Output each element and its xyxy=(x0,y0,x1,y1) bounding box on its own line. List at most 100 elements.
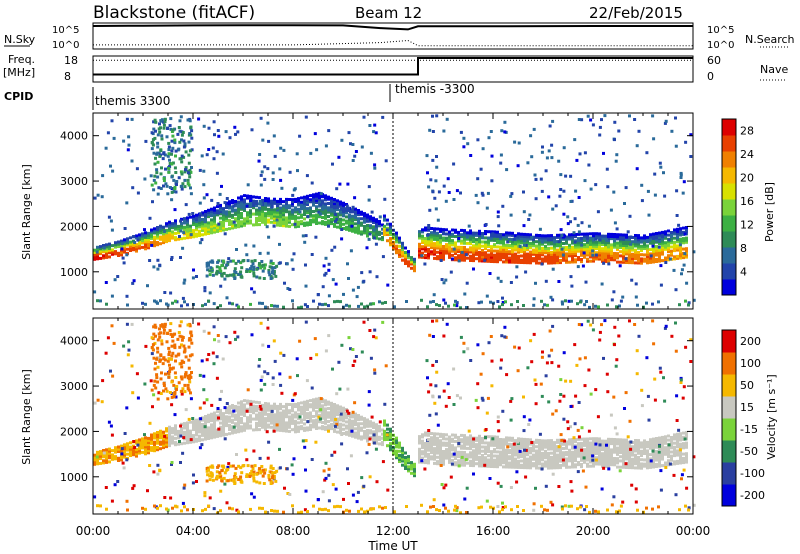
power-cell xyxy=(568,254,571,258)
power-cell xyxy=(565,254,568,258)
velocity-cell xyxy=(571,455,574,458)
power-cell xyxy=(264,201,267,205)
velocity-cell xyxy=(372,426,375,429)
velocity-cell xyxy=(616,440,619,444)
power-cell xyxy=(159,235,162,239)
power-cell xyxy=(460,241,463,245)
velocity-cell xyxy=(619,448,622,452)
power-cell xyxy=(354,150,358,153)
velocity-cell xyxy=(550,445,553,449)
power-cell xyxy=(252,199,255,203)
velocity-cell xyxy=(342,415,345,419)
power-cell xyxy=(186,220,189,224)
velocity-cell xyxy=(369,420,372,424)
velocity-cell xyxy=(186,425,189,429)
power-cell xyxy=(298,210,302,214)
velocity-cell xyxy=(511,463,514,467)
velocity-cell xyxy=(357,432,360,436)
velocity-cell xyxy=(511,453,514,457)
velocity-cell xyxy=(330,406,333,409)
power-cell xyxy=(685,236,688,240)
power-cell xyxy=(670,251,673,255)
velocity-cell xyxy=(463,440,466,444)
power-cell xyxy=(351,229,354,233)
power-cell xyxy=(526,233,529,237)
power-cell xyxy=(547,261,550,265)
velocity-cell xyxy=(294,430,297,434)
velocity-cell xyxy=(538,441,541,445)
power-cell xyxy=(102,244,105,247)
power-cell xyxy=(692,250,696,254)
power-cell xyxy=(427,254,430,258)
velocity-cell xyxy=(156,441,159,445)
power-cell xyxy=(517,258,520,262)
power-cell xyxy=(646,246,649,250)
velocity-cell xyxy=(547,443,550,447)
velocity-cell xyxy=(463,453,466,457)
velocity-cell xyxy=(234,405,237,408)
power-cell xyxy=(664,241,667,245)
power-cell xyxy=(580,260,583,264)
power-cell xyxy=(348,224,351,228)
power-cell xyxy=(186,118,190,122)
power-cell xyxy=(143,228,146,232)
power-cell xyxy=(297,199,300,203)
power-cell xyxy=(234,212,237,216)
power-cell xyxy=(557,240,561,244)
power-cell xyxy=(562,256,565,260)
power-cell xyxy=(294,214,297,218)
power-cell xyxy=(356,285,360,289)
power-cell xyxy=(153,229,156,233)
velocity-cell xyxy=(273,402,276,406)
power-cell xyxy=(125,201,129,205)
velocity-cell xyxy=(433,447,436,451)
power-cell xyxy=(565,260,568,264)
power-cell xyxy=(111,248,114,252)
power-cell xyxy=(110,294,114,298)
power-cell xyxy=(171,226,174,230)
power-cell xyxy=(529,259,532,263)
velocity-cell xyxy=(418,437,421,441)
power-cell xyxy=(112,136,116,140)
power-cell xyxy=(294,210,297,214)
power-cell xyxy=(164,182,168,186)
power-x-ticks xyxy=(92,113,694,309)
power-cell xyxy=(646,252,649,256)
power-cell xyxy=(312,203,315,207)
power-cell xyxy=(624,186,628,190)
velocity-cell xyxy=(183,430,186,434)
velocity-cell xyxy=(228,415,231,419)
velocity-cell xyxy=(508,438,511,442)
velocity-cell xyxy=(213,418,216,422)
power-cell xyxy=(270,212,273,216)
power-cell xyxy=(652,247,655,251)
power-cell xyxy=(136,238,140,242)
power-cell xyxy=(538,251,541,254)
nave-label: Nave xyxy=(760,63,788,76)
power-cell xyxy=(102,248,105,252)
power-cell xyxy=(188,132,192,135)
power-cell xyxy=(273,266,277,270)
power-cell xyxy=(321,216,324,219)
power-cell xyxy=(485,206,489,210)
power-cell xyxy=(395,236,398,239)
power-cell xyxy=(535,250,538,254)
velocity-cell xyxy=(279,426,282,430)
power-cell xyxy=(233,277,237,280)
velocity-cell xyxy=(186,434,189,438)
power-cell xyxy=(566,222,570,226)
velocity-cell xyxy=(589,447,592,451)
power-cell xyxy=(421,255,424,259)
power-cell xyxy=(363,216,366,220)
velocity-cell xyxy=(204,417,207,421)
power-cell xyxy=(225,296,229,300)
power-cell xyxy=(207,227,210,231)
power-cell xyxy=(619,246,622,249)
velocity-cell xyxy=(550,462,553,466)
power-cell xyxy=(264,305,267,309)
power-cell xyxy=(313,132,317,136)
velocity-cell xyxy=(457,444,460,448)
velocity-cell xyxy=(580,463,583,466)
velocity-cell xyxy=(267,417,270,421)
power-cell xyxy=(167,148,171,152)
